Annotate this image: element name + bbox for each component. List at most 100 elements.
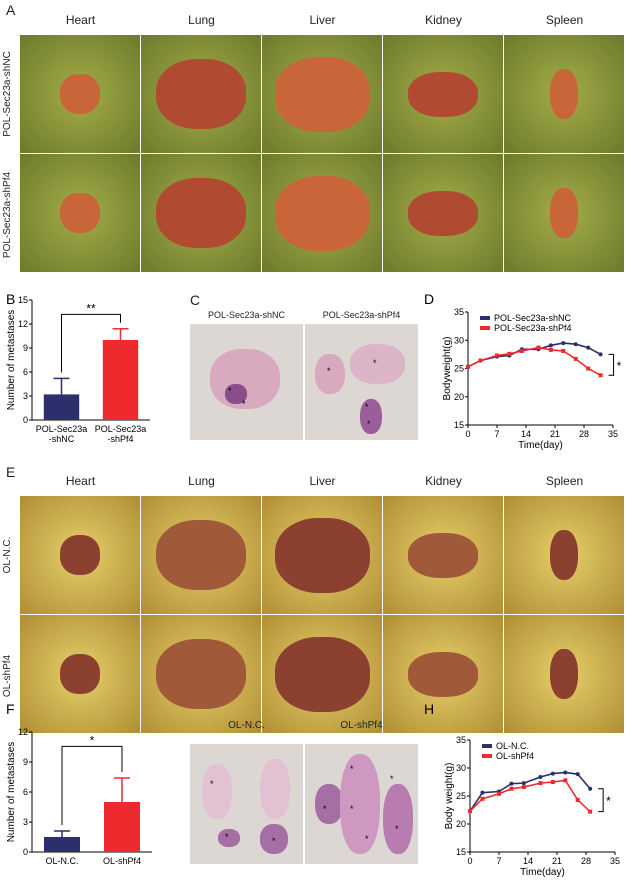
organ-photo	[504, 35, 624, 153]
organ-photo	[504, 615, 624, 733]
organ-photo	[383, 154, 503, 272]
data-point	[509, 781, 514, 786]
organ-photo	[20, 496, 140, 614]
x-tick-label: 28	[581, 856, 591, 866]
histology-image: * * * * * *	[305, 744, 418, 864]
data-point	[507, 351, 512, 356]
x-tick-label: 35	[610, 856, 620, 866]
histology-title: OL-N.C.	[228, 720, 265, 731]
x-tick-label: -shPf4	[107, 434, 133, 444]
panel-label: F	[6, 701, 15, 717]
significance-bracket	[61, 745, 123, 825]
series-line	[467, 346, 601, 376]
significance-bracket	[598, 788, 604, 813]
organ-photo	[504, 154, 624, 272]
data-point	[561, 341, 566, 346]
y-tick-label: 35	[454, 307, 464, 317]
organ-photo-grid-e: Heart Lung Liver Kidney Spleen OL-N.C. OL-shPf…	[2, 474, 624, 733]
significance-marker: **	[86, 301, 96, 315]
organ-photo	[383, 615, 503, 733]
x-tick-label: 7	[496, 856, 501, 866]
y-tick-label: 6	[23, 787, 28, 797]
organ-header: Liver	[309, 13, 336, 27]
bar	[104, 802, 140, 852]
legend-label: OL-shPf4	[496, 751, 534, 761]
data-point	[480, 790, 485, 795]
legend-swatch	[480, 316, 490, 320]
bar	[102, 340, 139, 420]
chart-h: H 15 20 25 30 35 0 7 14 21 28 35 Time(day) Body weigh…	[424, 701, 620, 878]
y-axis-label: Bodyweight(g)	[442, 337, 453, 401]
x-axis-label: Time(day)	[518, 440, 563, 451]
organ-photo	[141, 35, 261, 153]
data-point	[588, 809, 593, 814]
y-tick-label: 12	[18, 727, 28, 737]
organ-header: Lung	[188, 474, 215, 488]
y-axis-label: Number of metastases	[6, 310, 17, 411]
organ-photo	[262, 35, 382, 153]
data-point	[550, 771, 555, 776]
data-point	[575, 772, 580, 777]
significance-bracket	[61, 313, 121, 373]
x-tick-label: 35	[608, 429, 618, 439]
histology-g: OL-N.C. OL-shPf4 * * * * * * * * *	[190, 720, 420, 865]
organ-header: Lung	[188, 13, 215, 27]
histology-title: POL-Sec23a-shNC	[207, 310, 286, 320]
data-point	[468, 809, 472, 814]
data-point	[466, 364, 470, 369]
y-tick-label: 0	[23, 847, 28, 857]
data-point	[563, 770, 568, 775]
data-point	[521, 781, 526, 786]
y-tick-label: 25	[454, 364, 464, 374]
data-point	[573, 356, 578, 361]
x-tick-label: -shNC	[49, 434, 75, 444]
data-point	[573, 342, 578, 347]
series-line	[469, 771, 591, 812]
legend-swatch	[482, 744, 492, 748]
organ-header: Heart	[65, 474, 96, 488]
panel-label: H	[424, 701, 434, 717]
x-tick-label: 7	[494, 429, 499, 439]
organ-header: Spleen	[545, 13, 584, 27]
organ-photo	[383, 35, 503, 153]
organ-photo	[141, 615, 261, 733]
data-point	[561, 348, 566, 353]
y-axis-label: Number of metastases	[6, 742, 17, 843]
data-point	[521, 785, 526, 790]
organ-photo	[262, 496, 382, 614]
x-tick-label: 28	[579, 429, 589, 439]
x-axis-label: Time(day)	[520, 867, 565, 878]
panel-label: B	[6, 291, 15, 307]
data-point	[563, 778, 568, 783]
histology-image: * * *	[190, 744, 303, 864]
data-point	[586, 366, 591, 371]
bar	[43, 394, 80, 420]
legend-label: OL-N.C.	[496, 741, 529, 751]
x-tick-label: 0	[465, 429, 470, 439]
y-tick-label: 0	[23, 415, 28, 425]
data-point	[588, 786, 593, 791]
data-point	[480, 796, 485, 801]
x-tick-label: 0	[467, 856, 472, 866]
y-tick-label: 12	[18, 319, 28, 329]
legend-swatch	[482, 754, 492, 758]
data-point	[598, 352, 603, 357]
panel-label-e: E	[6, 464, 16, 480]
histology-image: * * * *	[305, 324, 418, 440]
data-point	[495, 353, 499, 358]
x-tick-label: POL-Sec23a	[36, 424, 88, 434]
x-tick-label: 14	[523, 856, 533, 866]
x-tick-label: POL-Sec23a	[95, 424, 147, 434]
y-tick-label: 30	[456, 763, 466, 773]
organ-photo	[20, 615, 140, 733]
histology-title: OL-shPf4	[340, 720, 383, 731]
y-tick-label: 15	[454, 420, 464, 430]
y-tick-label: 30	[454, 335, 464, 345]
y-axis-label: Body weight(g)	[444, 763, 455, 830]
y-tick-label: 20	[454, 392, 464, 402]
organ-header: Spleen	[545, 474, 584, 488]
legend-label: POL-Sec23a-shNC	[494, 313, 572, 323]
data-point	[519, 348, 524, 353]
